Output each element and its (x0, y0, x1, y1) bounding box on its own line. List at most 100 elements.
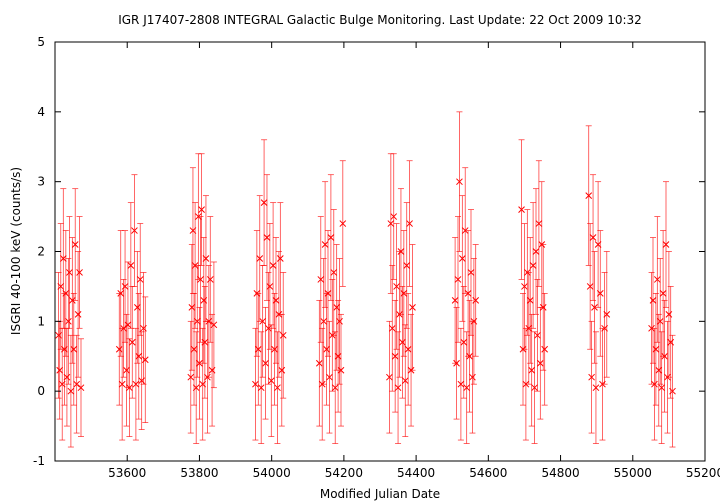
x-marker (337, 366, 345, 374)
x-tick-label: 54000 (253, 466, 291, 480)
data-point (210, 261, 218, 389)
x-marker (278, 366, 286, 374)
x-marker (136, 276, 144, 283)
x-marker (56, 366, 64, 374)
y-tick-label: 5 (37, 35, 45, 49)
data-point (118, 327, 126, 441)
x-marker (464, 290, 472, 297)
x-marker (403, 262, 411, 269)
data-point (653, 216, 661, 343)
x-marker (536, 359, 544, 367)
x-marker (518, 206, 525, 213)
data-point (386, 320, 393, 434)
x-marker (63, 373, 71, 381)
x-marker (400, 290, 408, 297)
data-point (588, 320, 595, 434)
data-point (403, 202, 411, 329)
x-marker (65, 317, 72, 325)
x-marker (327, 234, 335, 241)
x-marker (333, 304, 341, 311)
x-marker (399, 338, 406, 346)
x-marker (531, 384, 538, 392)
x-marker (526, 297, 534, 304)
data-point (263, 174, 271, 301)
data-point (73, 334, 81, 434)
data-point (596, 230, 604, 357)
x-tick-label: 53800 (180, 466, 218, 480)
data-point (136, 223, 144, 336)
x-marker (326, 373, 333, 381)
data-point (260, 139, 268, 266)
x-marker (315, 359, 323, 367)
data-point (187, 320, 195, 434)
x-marker (331, 384, 339, 392)
data-point (334, 299, 342, 413)
data-point (323, 292, 330, 406)
data-point (55, 272, 62, 399)
data-point (269, 202, 277, 329)
data-point (662, 181, 670, 308)
data-point (254, 292, 262, 406)
data-point (655, 313, 663, 427)
data-point (456, 111, 463, 252)
x-marker (74, 310, 82, 318)
data-point (333, 244, 341, 371)
data-point (592, 331, 600, 444)
data-point (117, 230, 125, 357)
x-marker (588, 373, 595, 381)
data-point (199, 327, 207, 441)
data-point (66, 216, 73, 329)
x-marker (535, 220, 543, 227)
data-point (472, 244, 480, 357)
x-marker (77, 384, 85, 392)
data-point (409, 244, 416, 371)
x-tick-label: 55200 (686, 466, 720, 480)
data-point (467, 209, 475, 336)
data-point (256, 195, 264, 322)
y-tick-label: 1 (37, 314, 45, 328)
data-point (469, 320, 476, 434)
data-point (661, 299, 668, 413)
x-marker (589, 234, 597, 241)
x-tick-label: 54400 (397, 466, 435, 480)
data-point (62, 230, 70, 357)
data-point (115, 292, 123, 406)
x-marker (596, 290, 604, 297)
x-marker (272, 297, 280, 304)
data-point (534, 279, 541, 392)
data-point (525, 272, 533, 385)
data-point (77, 338, 85, 437)
x-marker (115, 345, 123, 353)
x-marker (121, 283, 129, 290)
data-point (71, 188, 79, 301)
chart-title: IGR J17407-2808 INTEGRAL Galactic Bulge … (118, 13, 642, 27)
data-point (535, 160, 543, 287)
x-marker (257, 384, 265, 392)
x-marker (586, 283, 594, 290)
x-marker (336, 317, 343, 325)
x-marker (591, 304, 598, 311)
x-marker (397, 248, 405, 255)
x-marker (259, 317, 266, 325)
data-point (327, 174, 335, 301)
data-point (586, 223, 594, 350)
x-marker (254, 345, 262, 353)
x-marker (279, 331, 287, 339)
data-point (70, 292, 78, 406)
data-point (127, 202, 135, 329)
x-marker (339, 220, 347, 227)
data-point (518, 139, 525, 280)
data-point (279, 272, 287, 399)
x-marker (393, 283, 400, 290)
data-point (330, 209, 338, 336)
x-marker (539, 304, 547, 311)
x-marker (187, 373, 195, 381)
data-point (531, 331, 538, 444)
y-axis-label: ISGRI 40-100 keV (counts/s) (9, 167, 23, 335)
data-point (262, 306, 269, 420)
data-point (121, 230, 129, 343)
x-marker (276, 255, 284, 262)
data-point (133, 251, 141, 364)
data-point (541, 292, 549, 406)
